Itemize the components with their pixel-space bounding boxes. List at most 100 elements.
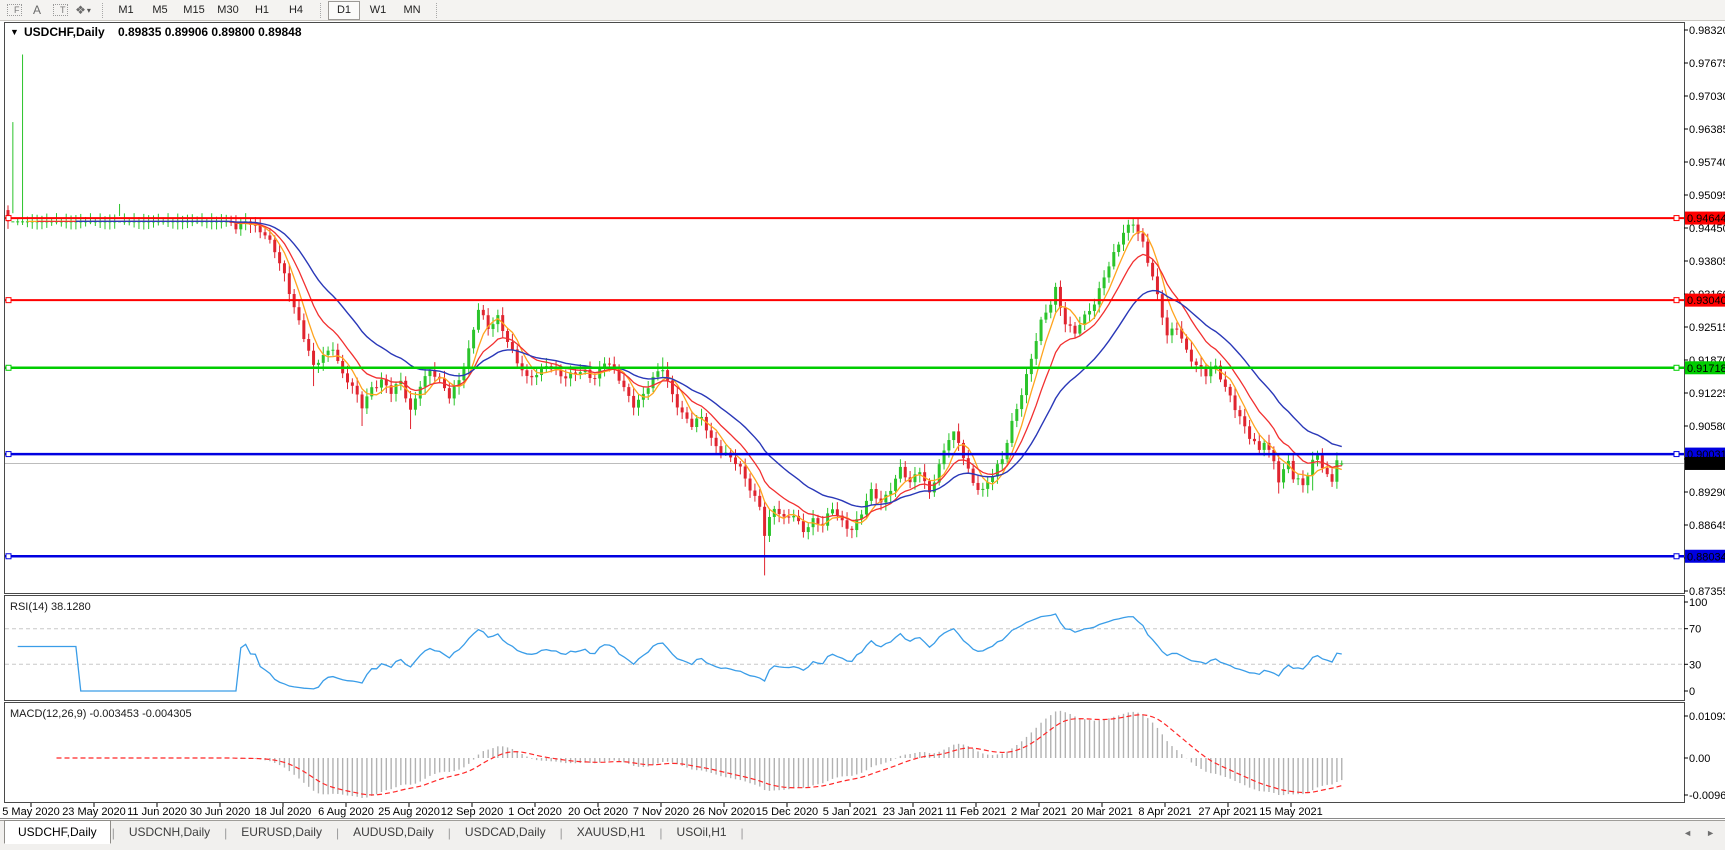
horizontal-line-0.88034[interactable] [5, 553, 1684, 560]
horizontal-line-0.90031[interactable] [5, 451, 1684, 458]
line-price-tag-0.91718: 0.91718 [1685, 361, 1725, 375]
svg-text:0.92515: 0.92515 [1689, 322, 1725, 334]
svg-text:0: 0 [1689, 686, 1695, 698]
macd-panel[interactable] [4, 702, 1685, 803]
toolbar-separator [102, 2, 104, 18]
svg-text:0.90580: 0.90580 [1689, 421, 1725, 433]
svg-text:6 Aug 2020: 6 Aug 2020 [318, 806, 374, 818]
tab-scroll-right-icon[interactable]: ► [1706, 828, 1715, 838]
svg-text:30: 30 [1689, 659, 1701, 671]
ma-medium-line [37, 220, 1342, 522]
label-tool-icon[interactable]: A [32, 3, 41, 17]
tab-separator: | [111, 825, 115, 840]
svg-text:11 Feb 2021: 11 Feb 2021 [946, 806, 1007, 818]
timeframe-button-m1[interactable]: M1 [118, 3, 134, 16]
svg-text:0.88645: 0.88645 [1689, 520, 1725, 532]
svg-text:0.97675: 0.97675 [1689, 58, 1725, 70]
svg-text:0.87355: 0.87355 [1689, 586, 1725, 598]
timeframe-button-m30[interactable]: M30 [217, 3, 239, 16]
svg-text:0.00: 0.00 [1689, 753, 1710, 765]
svg-text:0.95740: 0.95740 [1689, 157, 1725, 169]
line-handle-left[interactable] [5, 364, 12, 371]
svg-text:0.89290: 0.89290 [1689, 487, 1725, 499]
tab-separator: | [335, 825, 340, 840]
chart-title-ohlc: 0.89835 0.89906 0.89800 0.89848 [118, 25, 302, 39]
svg-text:0.91225: 0.91225 [1689, 388, 1725, 400]
svg-text:25 Aug 2020: 25 Aug 2020 [378, 806, 440, 818]
timeframe-button-h4[interactable]: H4 [288, 3, 304, 16]
fibo-tool-icon[interactable]: F [4, 2, 24, 19]
line-price-tag-0.93040: 0.93040 [1685, 293, 1725, 307]
svg-text:8 Apr 2021: 8 Apr 2021 [1138, 806, 1191, 818]
rsi-panel[interactable] [4, 595, 1685, 701]
line-handle-left[interactable] [5, 451, 12, 458]
dotted-box: T [52, 4, 68, 16]
svg-text:15 May 2021: 15 May 2021 [1259, 806, 1323, 818]
svg-text:5 Jan 2021: 5 Jan 2021 [823, 806, 877, 818]
timeframe-button-w1[interactable]: W1 [369, 3, 387, 16]
timeframe-button-m15[interactable]: M15 [183, 3, 205, 16]
svg-text:30 Jun 2020: 30 Jun 2020 [190, 806, 251, 818]
collapse-triangle-icon[interactable]: ▼ [10, 27, 19, 37]
horizontal-line-0.93040[interactable] [5, 297, 1684, 304]
tab-eurusd-daily[interactable]: EURUSD,Daily [241, 825, 322, 839]
line-handle-right[interactable] [1673, 215, 1680, 222]
text-tool-icon[interactable]: T [50, 2, 70, 19]
tab-separator: | [559, 825, 563, 840]
macd-label: MACD(12,26,9) -0.003453 -0.004305 [10, 708, 192, 720]
line-handle-left[interactable] [5, 297, 12, 304]
tab-scroll-left-icon[interactable]: ◄ [1683, 828, 1693, 838]
line-handle-right[interactable] [1673, 553, 1680, 560]
svg-text:0.94644: 0.94644 [1687, 213, 1725, 225]
tab-audusd-daily[interactable]: AUDUSD,Daily [353, 825, 434, 839]
tab-separator: | [659, 825, 663, 840]
svg-text:0.93040: 0.93040 [1687, 295, 1725, 307]
chart-tab-bar: USDCHF,Daily | USDCNH,Daily | EURUSD,Daily | A… [0, 819, 1725, 844]
main-price-panel[interactable] [4, 22, 1685, 594]
timeframe-button-h1[interactable]: H1 [254, 3, 270, 16]
line-handle-right[interactable] [1673, 297, 1680, 304]
line-price-tag-0.94644: 0.94644 [1685, 211, 1725, 225]
horizontal-line-0.94644[interactable] [5, 215, 1684, 222]
tab-usdcnh-daily[interactable]: USDCNH,Daily [128, 825, 211, 839]
arrow-style-tool-icon[interactable]: ❖ ▾ [75, 3, 91, 17]
top-toolbar: F A T ❖ ▾ M1 M5 M15 M30 H1 H4 D1 W1 MN [0, 0, 1725, 21]
timeframe-button-m5[interactable]: M5 [152, 3, 168, 16]
svg-text:70: 70 [1689, 624, 1701, 636]
line-handle-left[interactable] [5, 553, 12, 560]
timeframe-button-mn[interactable]: MN [403, 3, 421, 16]
tool-dropdown-caret-icon[interactable]: ▾ [86, 5, 91, 15]
svg-text:0.94450: 0.94450 [1689, 223, 1725, 235]
svg-text:20 Oct 2020: 20 Oct 2020 [568, 806, 628, 818]
toolbar-separator [436, 2, 438, 18]
svg-text:11 Jun 2020: 11 Jun 2020 [127, 806, 187, 818]
svg-text:26 Nov 2020: 26 Nov 2020 [693, 806, 755, 818]
tab-scroll-arrows: ◄ ► [1683, 828, 1715, 838]
horizontal-line-0.91718[interactable] [5, 364, 1684, 371]
tab-usdchf-daily[interactable]: USDCHF,Daily [4, 819, 111, 844]
time-axis: 5 May 2020 23 May 2020 11 Jun 2020 30 Jun 2… [2, 803, 1323, 818]
chart-title-symbol: USDCHF,Daily [24, 25, 105, 39]
line-handle-right[interactable] [1673, 451, 1680, 458]
svg-text:12 Sep 2020: 12 Sep 2020 [441, 806, 503, 818]
price-chart-svg[interactable]: 0.98320 0.97675 0.97030 0.96385 0.95740 0.950… [0, 21, 1725, 820]
svg-text:0.89848: 0.89848 [1687, 458, 1725, 470]
tab-separator: | [447, 825, 451, 840]
chart-title: ▼ USDCHF,Daily 0.89835 0.89906 0.89800 0.8… [10, 25, 302, 39]
tab-usdcad-daily[interactable]: USDCAD,Daily [464, 825, 546, 839]
svg-text:20 Mar 2021: 20 Mar 2021 [1071, 806, 1133, 818]
svg-text:23 Jan 2021: 23 Jan 2021 [883, 806, 944, 818]
tab-usoil-h1[interactable]: USOil,H1 [676, 825, 727, 839]
timeframe-button-d1[interactable]: D1 [328, 0, 360, 20]
svg-text:100: 100 [1689, 597, 1707, 609]
svg-text:0.91718: 0.91718 [1687, 363, 1725, 375]
tab-separator: | [740, 825, 744, 840]
svg-text:23 May 2020: 23 May 2020 [62, 806, 126, 818]
tab-separator: | [224, 825, 228, 840]
svg-text:7 Nov 2020: 7 Nov 2020 [633, 806, 689, 818]
svg-text:18 Jul 2020: 18 Jul 2020 [255, 806, 312, 818]
svg-text:2 Mar 2021: 2 Mar 2021 [1011, 806, 1067, 818]
tab-xauusd-h1[interactable]: XAUUSD,H1 [576, 825, 646, 839]
line-handle-left[interactable] [5, 215, 12, 222]
line-handle-right[interactable] [1673, 364, 1680, 371]
